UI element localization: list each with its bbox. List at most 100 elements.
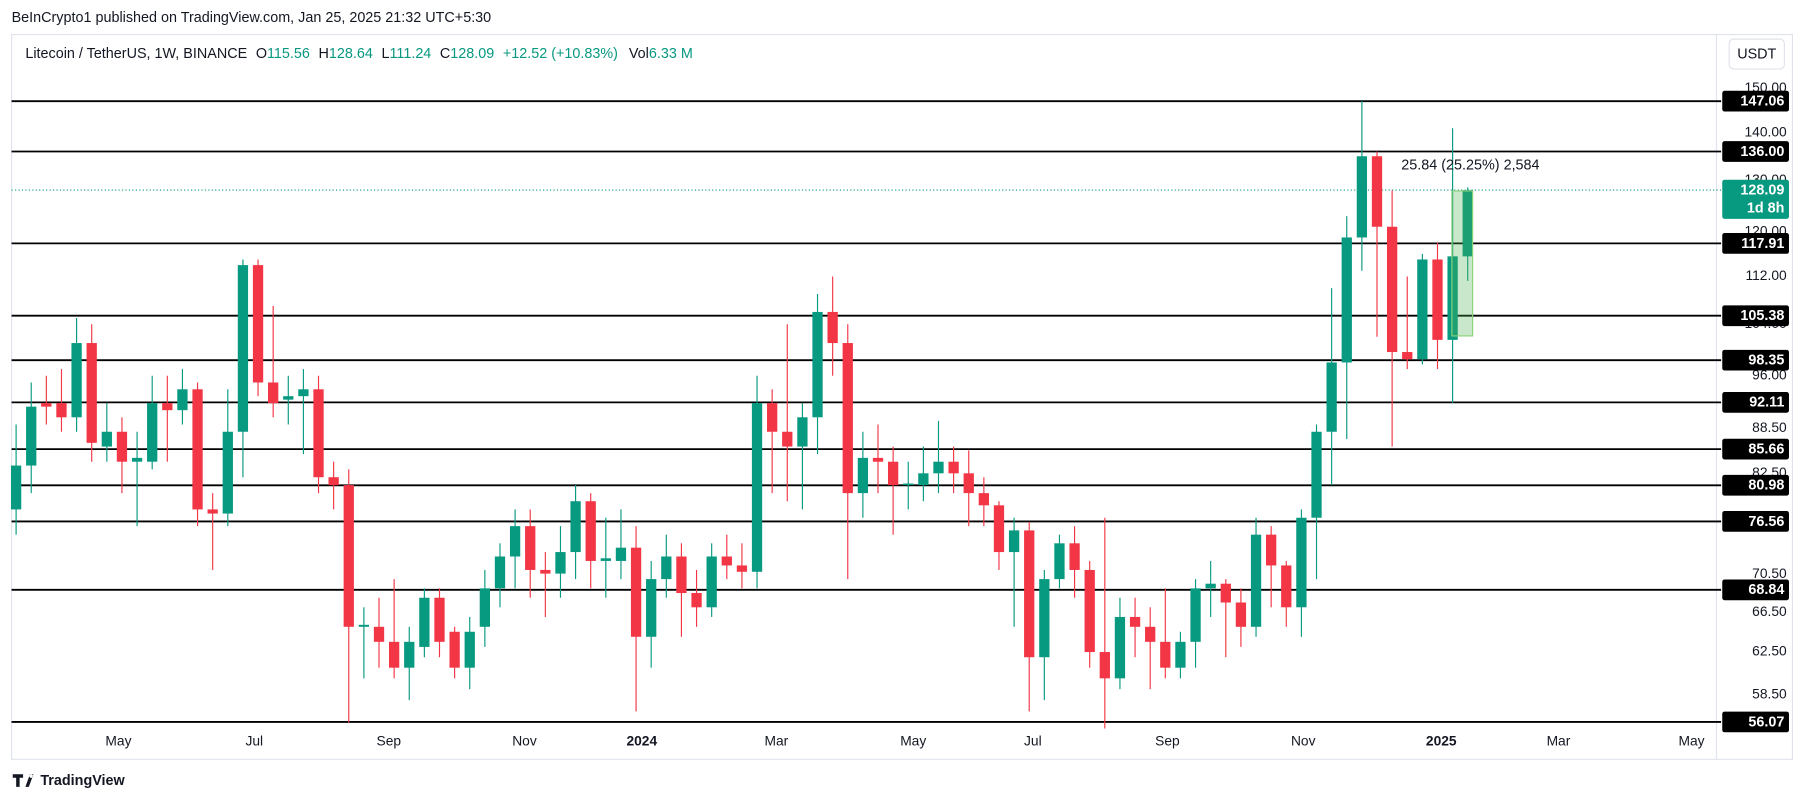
- level-label-box: [1722, 511, 1789, 532]
- y-tick-label: 58.50: [1752, 686, 1787, 701]
- candle-body: [812, 311, 823, 418]
- low-label: L: [381, 46, 389, 62]
- candle-body: [449, 631, 460, 668]
- candle-body: [525, 526, 536, 570]
- candle-body: [933, 461, 944, 474]
- level-label: 147.06: [1740, 94, 1784, 110]
- candle-body: [1220, 583, 1231, 603]
- level-label: 92.11: [1749, 395, 1784, 411]
- candle-body: [434, 597, 445, 642]
- close-label: C: [440, 46, 450, 62]
- candle-body: [1447, 256, 1458, 340]
- candle-body: [676, 556, 687, 594]
- currency-label[interactable]: USDT: [1737, 46, 1776, 62]
- candle-body: [1462, 190, 1473, 257]
- candle-body: [313, 389, 324, 478]
- chart-frame: [10, 33, 1794, 760]
- candle-body: [1205, 583, 1216, 589]
- low-value: 111.24: [389, 46, 431, 62]
- x-tick-label: Nov: [512, 734, 537, 749]
- candle-body: [41, 403, 52, 407]
- candle-body: [1235, 602, 1247, 627]
- candle-body: [630, 547, 642, 637]
- x-tick-label: May: [900, 734, 926, 749]
- candle-body: [903, 483, 914, 486]
- candle-body: [1008, 530, 1020, 553]
- y-tick-label: 88.50: [1752, 420, 1787, 435]
- candle-body: [207, 509, 218, 514]
- x-tick-label: Sep: [1155, 734, 1180, 749]
- candle-body: [328, 477, 339, 486]
- candle-body: [268, 382, 279, 404]
- open-label: O: [256, 46, 267, 62]
- level-label: 117.91: [1741, 236, 1784, 252]
- candle-body: [797, 417, 808, 447]
- candle-body: [419, 597, 430, 647]
- x-tick-label: May: [105, 734, 131, 749]
- candle-body: [585, 501, 596, 561]
- candle-body: [1250, 534, 1262, 627]
- y-tick-label: 66.50: [1752, 604, 1787, 619]
- volume-value: 6.33 M: [649, 46, 693, 62]
- x-tick-label: Nov: [1291, 734, 1316, 749]
- level-label: 98.35: [1748, 353, 1784, 369]
- x-tick-label: 2025: [1426, 734, 1457, 749]
- candle-body: [691, 593, 702, 608]
- candle-body: [827, 311, 838, 344]
- candle-body: [1024, 530, 1035, 658]
- candle-body: [918, 473, 929, 486]
- level-label-box: [1722, 474, 1789, 496]
- candle-body: [1069, 543, 1080, 570]
- candle-body: [252, 265, 264, 383]
- level-label-box: [1722, 438, 1789, 460]
- candle-body: [494, 556, 506, 589]
- candle-body: [101, 431, 112, 447]
- candle-body: [1432, 259, 1443, 340]
- currency-button[interactable]: [1728, 38, 1785, 70]
- candle-body: [1402, 352, 1413, 360]
- y-tick-label: 70.50: [1752, 566, 1787, 581]
- level-label-box: [1722, 579, 1789, 601]
- candle-body: [555, 552, 566, 574]
- y-tick-label: 62.50: [1752, 644, 1787, 659]
- candle-body: [1417, 259, 1428, 360]
- candle-body: [71, 343, 82, 418]
- level-label-box: [1722, 349, 1789, 371]
- candle-body: [298, 389, 309, 397]
- candle-body: [162, 403, 173, 411]
- candle-body: [1054, 543, 1065, 580]
- candle-body: [615, 547, 627, 561]
- candle-body: [736, 565, 748, 572]
- candle-body: [872, 457, 884, 462]
- candle-body: [1296, 517, 1307, 608]
- candle-body: [1099, 652, 1110, 679]
- candle-body: [343, 485, 354, 627]
- candle-body: [1311, 431, 1322, 518]
- candle-body: [131, 457, 143, 462]
- candle-body: [948, 461, 959, 474]
- candle-body: [116, 431, 128, 462]
- candle-body: [373, 626, 385, 642]
- level-label-box: [1722, 711, 1789, 733]
- volume-label: Vol: [629, 46, 649, 62]
- level-label: 56.07: [1748, 714, 1784, 730]
- candle-body: [86, 343, 97, 443]
- candle-body: [1281, 565, 1292, 608]
- candle-body: [509, 526, 521, 557]
- candle-body: [1341, 237, 1352, 363]
- level-label: 80.98: [1748, 478, 1784, 494]
- level-label-box: [1722, 392, 1789, 413]
- footer-logo: [12, 774, 34, 787]
- x-tick-label: Jul: [1024, 734, 1042, 749]
- candle-body: [978, 493, 989, 506]
- candle-body: [887, 461, 899, 486]
- candle-body: [147, 403, 158, 462]
- countdown-label: 1d 8h: [1747, 200, 1785, 216]
- candle-body: [1145, 626, 1156, 642]
- level-label: 76.56: [1748, 514, 1784, 530]
- y-tick-label: 96.00: [1752, 367, 1787, 382]
- symbol: Litecoin / TetherUS, 1W, BINANCE: [25, 46, 247, 62]
- candle-body: [404, 641, 415, 668]
